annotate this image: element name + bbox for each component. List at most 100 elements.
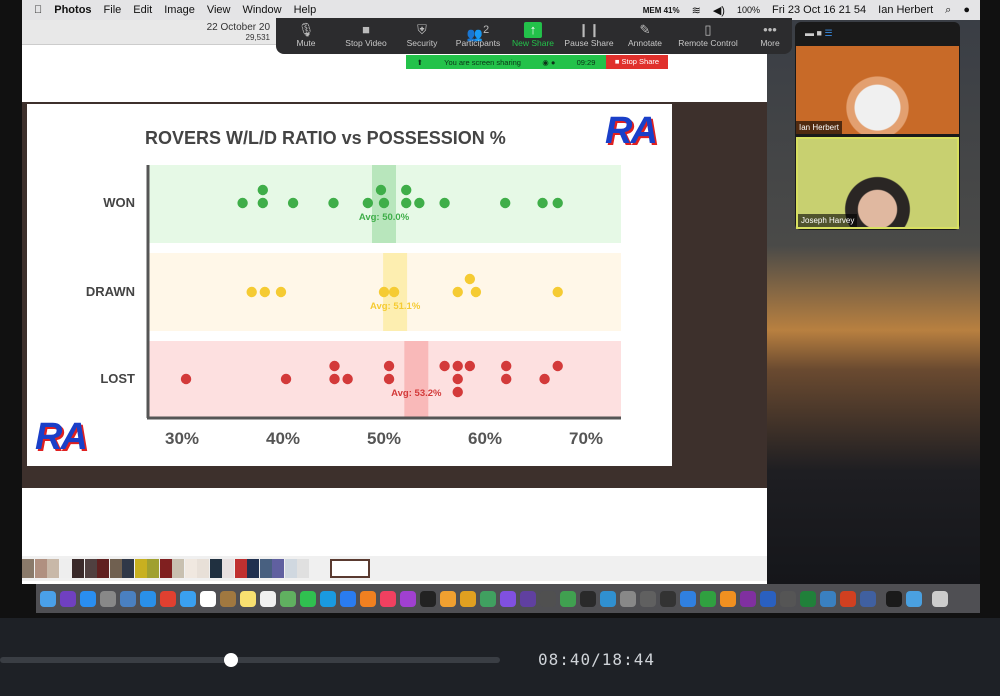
menu-image[interactable]: Image [155,4,195,16]
stop-video-button[interactable]: ■ Stop Video [345,22,386,48]
battery-status[interactable]: 100% [736,5,760,15]
filmstrip-thumbnail[interactable] [147,559,159,578]
seek-handle[interactable] [224,653,238,667]
launchpad-icon[interactable] [100,590,116,607]
security-button[interactable]: ⛨ Security [407,22,438,48]
menu-file[interactable]: File [95,4,122,16]
photo-slideshow-icon[interactable] [460,590,476,607]
safari-icon[interactable] [140,590,156,607]
filmstrip-thumbnail[interactable] [59,559,72,578]
preview-icon[interactable] [120,590,136,607]
maps-icon[interactable] [280,590,296,607]
notefile-icon[interactable] [220,590,236,607]
user-name[interactable]: Ian Herbert [878,4,934,16]
filmstrip[interactable] [22,556,767,581]
onenote-icon[interactable] [740,590,756,607]
messages-icon[interactable] [180,590,196,607]
filmstrip-thumbnail[interactable] [109,559,122,578]
filmstrip-thumbnail[interactable] [209,559,222,578]
coda-icon[interactable] [580,590,596,607]
gallery-view-icon[interactable]: ☰ [824,28,833,38]
filmstrip-thumbnail[interactable] [84,559,97,578]
apple-menu-icon[interactable]:  [34,4,42,16]
filemerge-icon[interactable] [860,590,876,607]
video-tile-joseph-harvey[interactable]: Joseph Harvey [796,137,959,229]
stop-share-button[interactable]: ■ Stop Share [606,55,668,69]
filmstrip-thumbnail[interactable] [159,559,172,578]
filmstrip-thumbnail[interactable] [297,559,309,578]
numbers-icon[interactable] [700,590,716,607]
filmstrip-thumbnail-selected[interactable] [330,559,370,578]
aperture-icon[interactable] [480,590,496,607]
filmstrip-thumbnail[interactable] [97,559,109,578]
facetime-icon[interactable] [300,590,316,607]
disk-utility-icon[interactable] [620,590,636,607]
app-store-icon[interactable] [80,590,96,607]
activity-monitor-icon[interactable] [640,590,656,607]
powerpoint-icon[interactable] [840,590,856,607]
memory-status[interactable]: MEM 41% [642,5,680,15]
pages-icon[interactable] [720,590,736,607]
downloads-icon[interactable] [906,590,922,607]
music-icon[interactable] [380,590,396,607]
seek-bar[interactable] [0,657,500,663]
calendar-icon[interactable] [200,590,216,607]
filmstrip-thumbnail[interactable] [234,559,247,578]
skype-icon[interactable] [320,590,336,607]
menu-help[interactable]: Help [285,4,317,16]
speedometer-icon[interactable] [660,590,676,607]
pencil-icon[interactable] [820,590,836,607]
zoom-icon[interactable] [340,590,356,607]
excel-icon[interactable] [800,590,816,607]
clock[interactable]: Fri 23 Oct 16 21 54 [771,4,867,16]
remote-control-button[interactable]: ▯ Remote Control [678,22,738,48]
photos-icon[interactable] [440,590,456,607]
keynote-icon[interactable] [680,590,696,607]
filmstrip-thumbnail[interactable] [72,559,84,578]
filmstrip-thumbnail[interactable] [134,559,147,578]
word-icon[interactable] [760,590,776,607]
filmstrip-thumbnail[interactable] [34,559,47,578]
speaker-view-icon[interactable]: ■ [816,28,822,38]
siri-icon[interactable] [60,590,76,607]
books-icon[interactable] [360,590,376,607]
filmstrip-thumbnail[interactable] [122,559,134,578]
textedit-icon[interactable] [260,590,276,607]
search-icon[interactable]: ⌕ [945,3,952,16]
trash-icon[interactable] [932,590,948,607]
filmstrip-thumbnail[interactable] [47,559,59,578]
podcasts-icon[interactable] [400,590,416,607]
filmstrip-thumbnail[interactable] [284,559,297,578]
video-tile-ian-herbert[interactable]: Ian Herbert [796,46,959,134]
apple-tv-icon[interactable] [420,590,436,607]
filmstrip-thumbnail[interactable] [272,559,284,578]
filmstrip-thumbnail[interactable] [247,559,259,578]
annotate-button[interactable]: ✎ Annotate [628,22,662,48]
menu-window[interactable]: Window [234,4,281,16]
camtasia-icon[interactable] [560,590,576,607]
filmstrip-thumbnail[interactable] [184,559,197,578]
new-share-button[interactable]: ↑ New Share [512,22,554,48]
compressor-icon[interactable] [540,590,556,607]
siri-icon[interactable]: ● [963,4,970,16]
menu-app-name[interactable]: Photos [46,4,91,16]
pause-share-button[interactable]: ❙❙ Pause Share [564,22,613,48]
menu-edit[interactable]: Edit [125,4,152,16]
more-button[interactable]: ••• More [760,22,779,48]
imovie-icon[interactable] [500,590,516,607]
filmstrip-thumbnail[interactable] [309,559,322,578]
final-cut-icon[interactable] [520,590,536,607]
calculator-icon[interactable] [780,590,796,607]
xcode-icon[interactable] [600,590,616,607]
minimize-icon[interactable]: ▬ [805,28,814,38]
wifi-icon[interactable]: ≋ [691,4,701,17]
finder-icon[interactable] [40,590,56,607]
mute-button[interactable]: 🎙 Mute [297,22,316,48]
filmstrip-thumbnail[interactable] [259,559,272,578]
filmstrip-thumbnail[interactable] [22,559,34,578]
notes-icon[interactable] [240,590,256,607]
participants-button[interactable]: 👥2 Participants [456,22,500,48]
chrome-icon[interactable] [160,590,176,607]
menu-view[interactable]: View [198,4,231,16]
volume-icon[interactable]: ◀) [712,4,725,17]
